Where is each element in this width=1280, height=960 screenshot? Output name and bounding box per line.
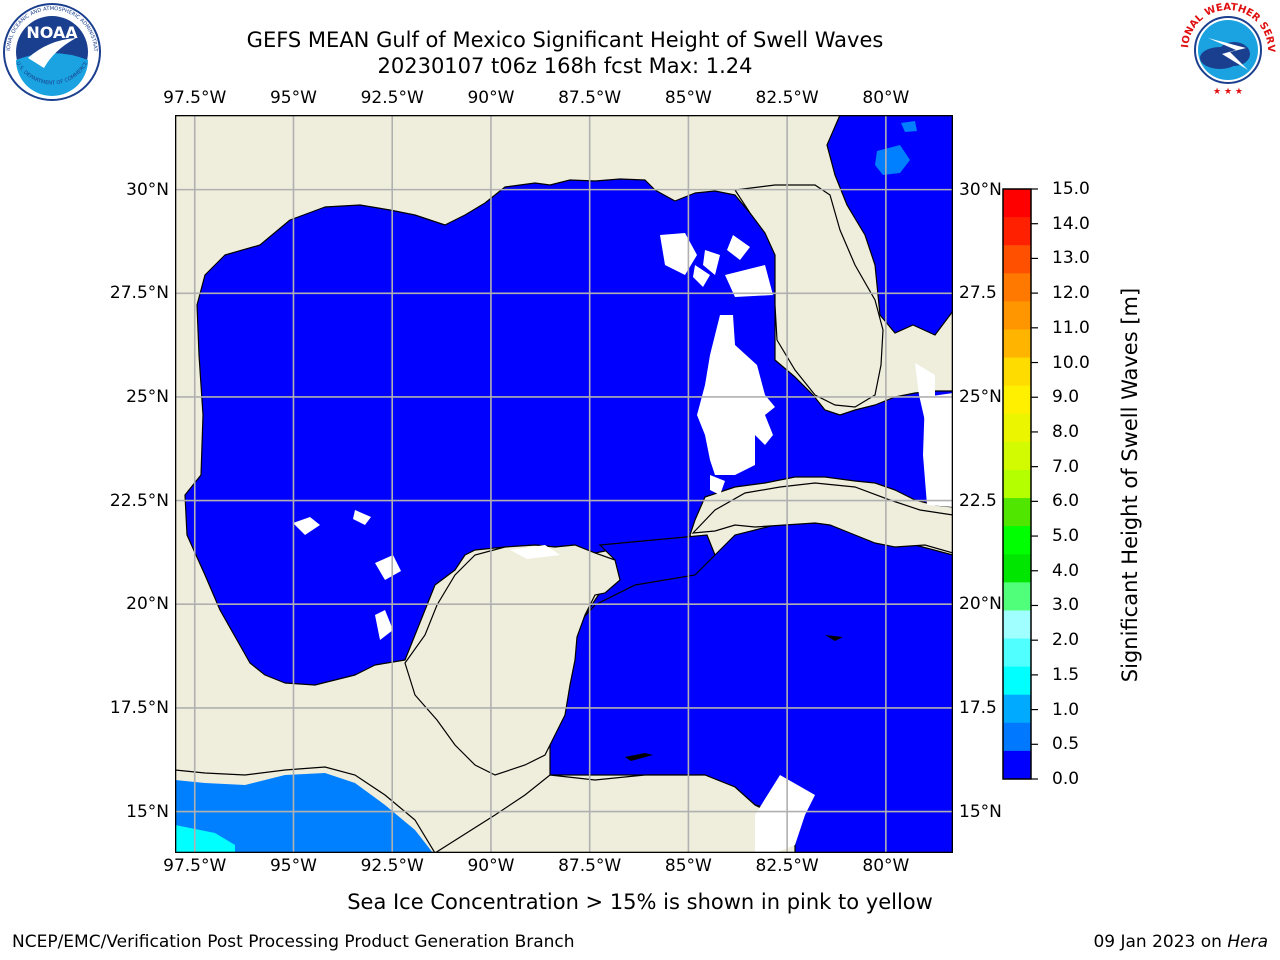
lon-label-top: 95°W	[269, 88, 317, 108]
colorbar-segment	[1003, 189, 1031, 218]
noaa-logo: NOAA NATIONAL OCEANIC AND ATMOSPHERIC AD…	[2, 2, 101, 101]
colorbar-segment	[1003, 750, 1031, 780]
lon-label-top: 80°W	[862, 88, 910, 108]
florida-land	[733, 184, 884, 408]
map-frame-border	[175, 115, 953, 853]
lon-label-bottom: 80°W	[862, 856, 910, 876]
lat-label-left: 17.5°N	[109, 697, 169, 718]
colorbar-tick-label: 6.0	[1052, 491, 1080, 512]
colorbar-segment	[1003, 722, 1031, 752]
colorbar-segment	[1003, 526, 1031, 555]
colorbar-border	[1002, 188, 1032, 780]
lat-label-left: 25°N	[126, 386, 169, 407]
colorbar-tick-label: 8.0	[1052, 421, 1080, 442]
colorbar-segment	[1003, 329, 1031, 359]
lat-label-right: 20°N	[959, 594, 1002, 615]
colorbar-tick-label: 9.0	[1052, 387, 1080, 408]
colorbar-tick-label: 15.0	[1052, 179, 1090, 199]
nws-logo: NATIONAL WEATHER SERVICE ★ ★ ★	[1178, 0, 1276, 97]
colorbar-segment	[1003, 301, 1031, 330]
bahamas-swell	[875, 145, 910, 175]
lat-label-left: 22.5°N	[109, 490, 169, 511]
lat-label-left: 20°N	[126, 594, 169, 615]
colorbar-segment	[1003, 441, 1031, 471]
footer-host: Hera	[1227, 932, 1268, 952]
lat-label-left: 30°N	[126, 179, 169, 200]
colorbar-segment	[1003, 385, 1031, 415]
lon-label-top: 92.5°W	[360, 88, 424, 108]
lat-label-left: 15°N	[126, 801, 169, 822]
noaa-logo-text: NOAA	[26, 23, 78, 42]
footer-credit: NCEP/EMC/Verification Post Processing Pr…	[12, 932, 575, 952]
lon-label-bottom: 97.5°W	[163, 856, 227, 876]
colorbar-tick-label: 14.0	[1052, 213, 1090, 234]
colorbar-label: Significant Height of Swell Waves [m]	[1118, 287, 1142, 683]
colorbar-segment	[1003, 469, 1031, 499]
colorbar-tick-label: 0.5	[1052, 734, 1080, 755]
footer-date-text: 09 Jan 2023 on	[1093, 932, 1228, 952]
colorbar-segment	[1003, 610, 1031, 640]
lon-label-bottom: 95°W	[269, 856, 317, 876]
colorbar-tick-label: 7.0	[1052, 456, 1080, 477]
lon-label-top: 87.5°W	[558, 88, 622, 108]
colorbar-tick-label: 2.0	[1052, 630, 1080, 651]
lon-label-top: 97.5°W	[163, 88, 227, 108]
lat-label-right: 25°N	[959, 386, 1002, 407]
colorbar-tick-label: 3.0	[1052, 595, 1080, 616]
colorbar-tick-label: 4.0	[1052, 560, 1080, 581]
colorbar-tick-label: 11.0	[1052, 317, 1090, 338]
map-title: GEFS MEAN Gulf of Mexico Significant Hei…	[246, 28, 884, 52]
lat-label-left: 27.5°N	[109, 283, 169, 304]
lon-label-top: 85°W	[664, 88, 712, 108]
colorbar-tick-label: 13.0	[1052, 248, 1090, 269]
lon-label-top: 90°W	[467, 88, 515, 108]
graticule	[175, 115, 953, 853]
pacific-swell-high	[175, 825, 235, 853]
colorbar-segment	[1003, 582, 1031, 611]
colorbar	[1002, 188, 1038, 780]
gulf-swell-region	[184, 178, 953, 686]
svg-text:★ ★ ★: ★ ★ ★	[1213, 87, 1243, 97]
lat-label-right: 30°N	[959, 179, 1002, 200]
lon-label-top: 82.5°W	[755, 88, 819, 108]
lat-label-right: 15°N	[959, 801, 1002, 822]
lat-label-right: 27.5	[959, 283, 997, 304]
colorbar-segment	[1003, 694, 1031, 724]
colorbar-tick-label: 10.0	[1052, 352, 1090, 373]
map-plot	[175, 115, 953, 853]
map-subtitle: 20230107 t06z 168h fcst Max: 1.24	[377, 54, 753, 78]
atlantic-swell-region	[826, 115, 953, 336]
footer-date: 09 Jan 2023 on Hera	[1093, 932, 1268, 952]
colorbar-tick-label: 12.0	[1052, 283, 1090, 304]
colorbar-segment	[1003, 638, 1031, 668]
lat-label-right: 17.5	[959, 697, 997, 718]
colorbar-segment	[1003, 413, 1031, 443]
pacific-swell-region	[175, 773, 433, 853]
lon-label-bottom: 82.5°W	[755, 856, 819, 876]
colorbar-tick-label: 1.0	[1052, 699, 1080, 720]
colorbar-segment	[1003, 273, 1031, 302]
lon-label-bottom: 92.5°W	[360, 856, 424, 876]
colorbar-tick-label: 1.5	[1052, 664, 1080, 685]
colorbar-tick-label: 5.0	[1052, 526, 1080, 547]
colorbar-segment	[1003, 554, 1031, 583]
colorbar-segment	[1003, 498, 1031, 527]
no-data-patches	[293, 233, 953, 853]
lon-label-bottom: 90°W	[467, 856, 515, 876]
colorbar-tick-label: 0.0	[1052, 769, 1080, 789]
colorbar-segment	[1003, 217, 1031, 246]
sea-ice-caption: Sea Ice Concentration > 15% is shown in …	[347, 890, 933, 914]
colorbar-segment	[1003, 357, 1031, 387]
lon-label-bottom: 85°W	[664, 856, 712, 876]
lon-label-bottom: 87.5°W	[558, 856, 622, 876]
colorbar-segment	[1003, 245, 1031, 274]
lat-label-right: 22.5	[959, 490, 997, 511]
colorbar-segment	[1003, 666, 1031, 696]
